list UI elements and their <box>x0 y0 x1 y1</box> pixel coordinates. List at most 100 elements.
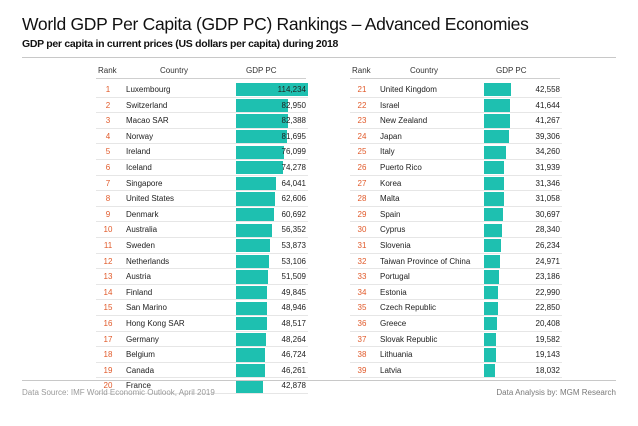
row-divider <box>96 299 308 301</box>
rank-cell: 8 <box>105 194 111 204</box>
gdp-value-label: 48,517 <box>281 319 306 328</box>
country-cell: Canada <box>126 365 155 375</box>
gdp-value-label: 81,695 <box>281 131 306 141</box>
row-divider <box>96 283 308 285</box>
gdp-bar <box>484 83 511 97</box>
data-source-note: Data Source: IMF World Economic Outlook,… <box>22 388 215 397</box>
rank-cell: 10 <box>103 225 113 235</box>
country-cell: France <box>126 381 151 391</box>
table-row: 25 Italy 34,260 <box>350 144 562 160</box>
rank-cell: 37 <box>357 334 367 344</box>
header-divider-right <box>350 78 560 79</box>
gdp-value-label: 114,234 <box>277 85 306 94</box>
rank-cell: 30 <box>357 225 367 235</box>
row-divider <box>96 268 308 270</box>
rank-cell: 34 <box>357 287 367 297</box>
rank-cell: 32 <box>357 256 367 266</box>
rank-cell: 14 <box>103 287 113 297</box>
gdp-bar <box>484 301 499 315</box>
country-cell: Switzerland <box>126 100 168 110</box>
gdp-value-label: 46,261 <box>281 365 306 375</box>
row-divider <box>350 205 562 207</box>
row-divider <box>96 330 308 332</box>
row-divider <box>96 252 308 254</box>
row-divider <box>350 361 562 363</box>
country-cell: Portugal <box>380 272 410 282</box>
gdp-value-label: 51,509 <box>281 272 306 282</box>
gdp-bar <box>236 129 288 144</box>
gdp-value-label: 31,058 <box>535 194 560 204</box>
country-cell: Latvia <box>380 365 402 375</box>
table-row: 39 Latvia 18,032 <box>350 363 562 379</box>
gdp-bar <box>236 379 264 393</box>
country-cell: Macao SAR <box>126 116 169 126</box>
gdp-bar <box>236 301 267 315</box>
rank-cell: 29 <box>357 209 367 219</box>
gdp-value-label: 20,408 <box>535 319 560 328</box>
row-divider <box>350 314 562 316</box>
gdp-value-label: 28,340 <box>535 225 560 235</box>
country-cell: Belgium <box>126 350 155 360</box>
gdp-value-label: 42,878 <box>281 381 306 391</box>
gdp-bar <box>484 192 504 206</box>
country-cell: Japan <box>380 131 402 141</box>
row-divider <box>96 314 308 316</box>
table-row: 28 Malta 31,058 <box>350 191 562 207</box>
rank-cell: 33 <box>357 272 367 282</box>
table-row: 5 Ireland 76,099 <box>96 144 308 160</box>
country-cell: Sweden <box>126 241 155 250</box>
rank-cell: 15 <box>103 303 113 313</box>
country-cell: Singapore <box>126 178 163 188</box>
rank-cell: 13 <box>103 272 113 282</box>
table-row: 23 New Zealand 41,267 <box>350 113 562 129</box>
table-row: 30 Cyprus 28,340 <box>350 222 562 238</box>
rank-cell: 18 <box>103 350 113 360</box>
rank-cell: 27 <box>357 178 367 188</box>
row-divider <box>350 221 562 223</box>
table-row: 4 Norway 81,695 <box>96 129 308 145</box>
gdp-value-label: 56,352 <box>281 225 306 235</box>
country-cell: United States <box>126 194 175 204</box>
header-divider-left <box>96 78 306 79</box>
row-divider <box>96 361 308 363</box>
table-row: 29 Spain 30,697 <box>350 207 562 223</box>
country-cell: Israel <box>380 100 400 110</box>
row-divider <box>350 127 562 129</box>
table-row: 17 Germany 48,264 <box>96 332 308 348</box>
gdp-bar <box>236 363 266 378</box>
gdp-bar <box>236 83 308 97</box>
row-divider <box>96 127 308 129</box>
gdp-bar <box>484 317 497 331</box>
country-cell: Greece <box>380 319 407 328</box>
table-row: 2 Switzerland 82,950 <box>96 98 308 114</box>
row-divider <box>96 174 308 176</box>
rank-cell: 23 <box>357 116 367 126</box>
row-divider <box>96 158 308 160</box>
gdp-value-label: 60,692 <box>281 209 306 219</box>
country-cell: Slovak Republic <box>380 334 438 344</box>
value-header-left: GDP PC <box>246 66 277 75</box>
gdp-value-label: 48,946 <box>281 303 306 313</box>
table-row: 36 Greece 20,408 <box>350 316 562 332</box>
gdp-bar <box>484 207 504 222</box>
gdp-bar <box>236 270 269 284</box>
row-divider <box>96 377 308 379</box>
gdp-value-label: 39,306 <box>535 131 560 141</box>
country-cell: Lithuania <box>380 350 413 360</box>
row-divider <box>96 346 308 348</box>
bottom-divider <box>22 380 616 381</box>
rank-cell: 9 <box>105 209 111 219</box>
table-row: 9 Denmark 60,692 <box>96 207 308 223</box>
rank-cell: 20 <box>103 381 113 391</box>
top-divider <box>22 57 616 58</box>
table-row: 14 Finland 49,845 <box>96 285 308 301</box>
table-row: 38 Lithuania 19,143 <box>350 347 562 363</box>
table-row: 19 Canada 46,261 <box>96 363 308 379</box>
country-cell: United Kingdom <box>380 85 437 94</box>
gdp-bar <box>484 239 501 253</box>
gdp-bar <box>236 254 270 268</box>
gdp-value-label: 76,099 <box>281 147 306 157</box>
gdp-value-label: 22,990 <box>535 287 560 297</box>
gdp-bar <box>236 332 267 346</box>
row-divider <box>96 221 308 223</box>
